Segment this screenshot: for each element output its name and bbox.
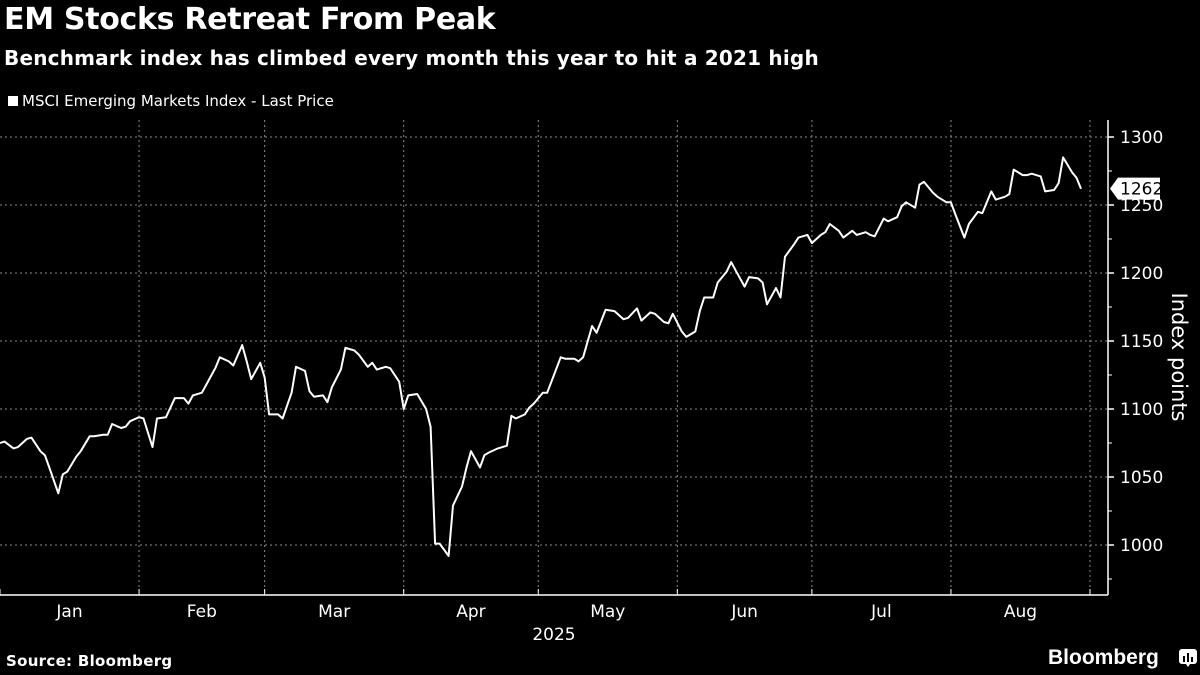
legend-label: MSCI Emerging Markets Index - Last Price [22,92,334,110]
last-value-label: 1262 [1120,180,1163,200]
x-tick-label: Mar [318,602,350,622]
y-tick-label: 1100 [1120,400,1163,420]
chart-subtitle: Benchmark index has climbed every month … [4,46,819,70]
chart-title: EM Stocks Retreat From Peak [4,2,496,37]
last-value-tag [1110,177,1160,200]
y-tick-label: 1200 [1120,264,1163,284]
x-tick-label: Aug [1004,602,1037,622]
x-tick-label: Apr [456,602,485,622]
x-tick-label: May [590,602,625,622]
y-tick-label: 1250 [1120,196,1163,216]
x-tick-label: Jun [730,602,758,622]
y-tick-label: 1000 [1120,536,1163,556]
y-tick-label: 1150 [1120,332,1163,352]
bloomberg-logo: Bloomberg [1048,646,1159,669]
legend-swatch [8,96,18,106]
y-tick-label: 1050 [1120,468,1163,488]
x-tick-label: Jul [870,602,892,622]
x-tick-label: Jan [55,602,82,622]
legend: MSCI Emerging Markets Index - Last Price [8,92,334,110]
y-tick-label: 1300 [1120,128,1163,148]
bloomberg-chart-icon [1179,649,1197,667]
series-line-msci-em [0,156,1082,557]
x-tick-label: Feb [187,602,217,622]
x-axis-label: 2025 [532,625,575,645]
y-axis-label: Index points [1167,293,1191,422]
source-note: Source: Bloomberg [6,652,173,670]
